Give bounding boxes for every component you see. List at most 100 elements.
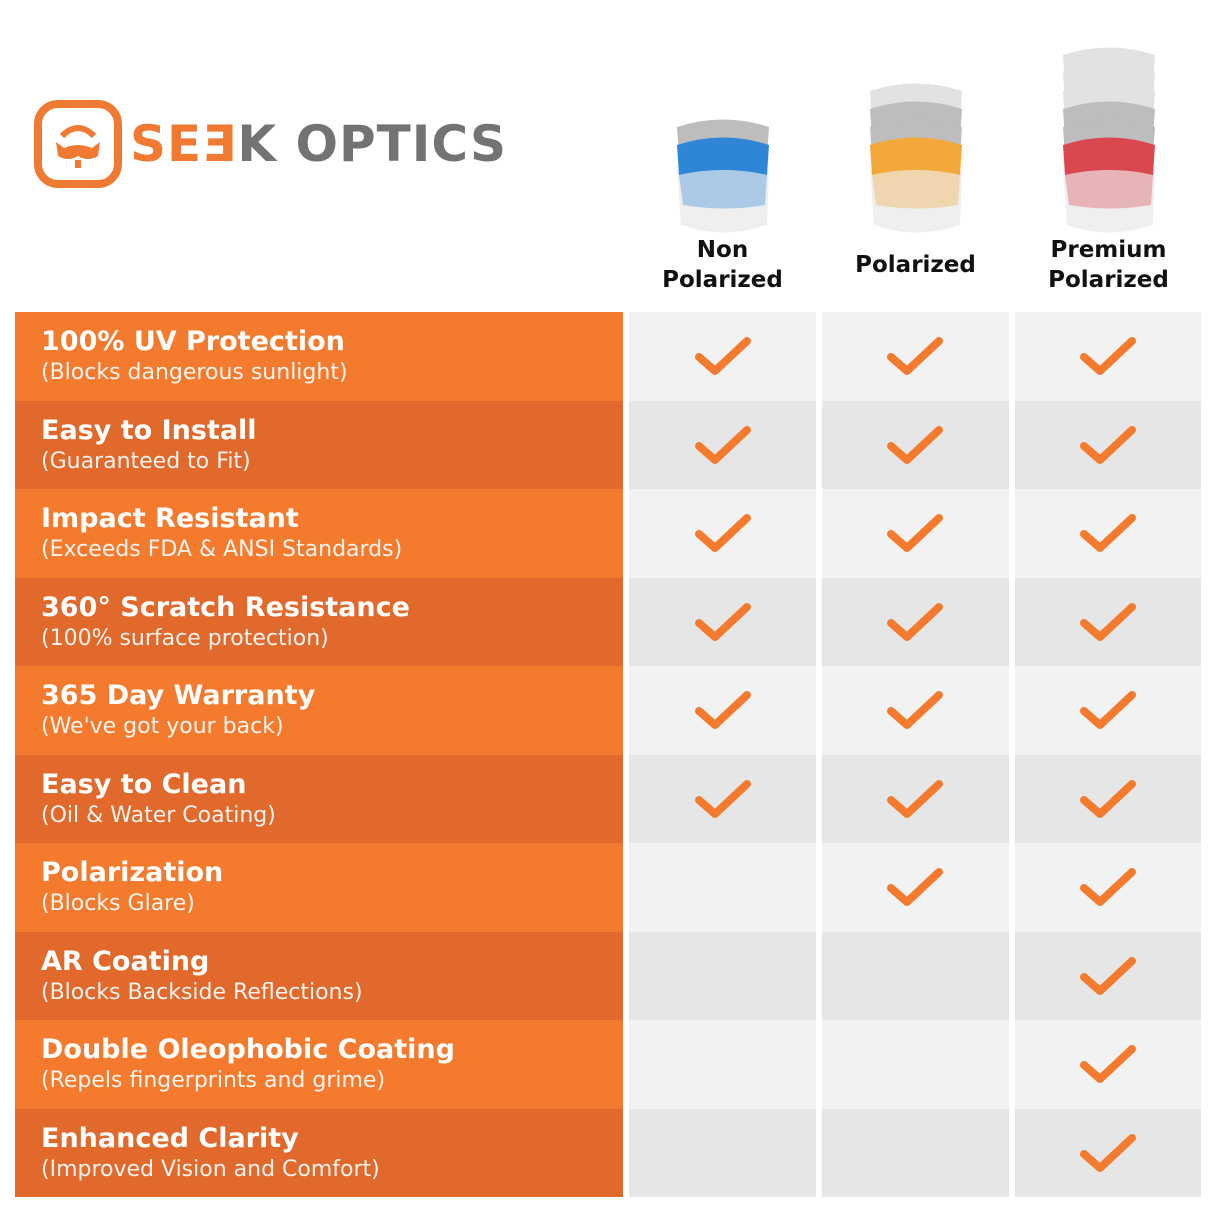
feature-row: Enhanced Clarity (Improved Vision and Com… — [15, 1108, 1202, 1197]
feature-subtitle: (Oil & Water Coating) — [41, 802, 276, 828]
feature-cell — [1014, 931, 1202, 1020]
feature-cell — [629, 577, 816, 666]
feature-label: Easy to Clean (Oil & Water Coating) — [15, 754, 624, 843]
checkmark-icon — [694, 691, 751, 730]
column-label-line2: Polarized — [1048, 267, 1169, 293]
feature-cell — [821, 931, 1009, 1020]
feature-row: Double Oleophobic Coating (Repels fingerp… — [15, 1020, 1202, 1109]
feature-title: Double Oleophobic Coating — [41, 1034, 455, 1065]
brand-name: SEEK OPTICS — [130, 115, 507, 173]
brand-name-part: E — [202, 115, 238, 173]
feature-row: AR Coating (Blocks Backside Reflections) — [15, 931, 1202, 1020]
feature-cell — [629, 489, 816, 578]
checkmark-icon — [1079, 868, 1136, 907]
feature-title: Easy to Install — [41, 414, 257, 446]
column-label-line2: Polarized — [662, 267, 783, 293]
checkmark-icon — [1079, 602, 1136, 641]
feature-cell — [821, 312, 1009, 401]
feature-cell — [629, 400, 816, 489]
feature-label: 100% UV Protection (Blocks dangerous sunl… — [15, 312, 624, 401]
feature-cell — [629, 931, 816, 1020]
feature-row: 365 Day Warranty (We've got your back) — [15, 666, 1202, 755]
checkmark-icon — [887, 425, 944, 464]
feature-title: 100% UV Protection — [41, 326, 345, 357]
feature-cell — [821, 400, 1009, 489]
feature-cell — [1014, 312, 1202, 401]
feature-title: Polarization — [41, 857, 224, 888]
feature-row: 360° Scratch Resistance (100% surface pro… — [15, 577, 1202, 666]
feature-cell — [1014, 1020, 1202, 1109]
checkmark-icon — [1079, 779, 1136, 818]
feature-title: Enhanced Clarity — [41, 1122, 299, 1154]
column-label-line1: Premium — [1050, 237, 1167, 263]
checkmark-icon — [1079, 425, 1136, 464]
brand-logo: SEEK OPTICS — [34, 100, 507, 188]
brand-name-part: K OPTICS — [237, 115, 507, 173]
feature-cell — [1014, 489, 1202, 578]
feature-cell — [629, 312, 816, 401]
feature-cell — [821, 666, 1009, 755]
feature-title: 360° Scratch Resistance — [41, 591, 410, 623]
lens-stack-icon — [869, 83, 962, 233]
checkmark-icon — [694, 337, 751, 376]
feature-subtitle: (Improved Vision and Comfort) — [41, 1156, 380, 1182]
feature-cell — [1014, 400, 1202, 489]
logo-mask-icon — [34, 100, 122, 188]
column-label-line1: Non — [696, 237, 749, 263]
feature-row: Polarization (Blocks Glare) — [15, 843, 1202, 932]
feature-label: 365 Day Warranty (We've got your back) — [15, 666, 624, 755]
column-label-line2: Polarized — [855, 252, 976, 278]
feature-label: AR Coating (Blocks Backside Reflections) — [15, 931, 624, 1020]
column-header: Polarized — [822, 0, 1009, 300]
feature-cell — [1014, 666, 1202, 755]
feature-label: Impact Resistant (Exceeds FDA & ANSI Stan… — [15, 489, 624, 578]
feature-cell — [629, 754, 816, 843]
brand-name-part: SE — [130, 115, 203, 173]
checkmark-icon — [694, 514, 751, 553]
feature-cell — [821, 1108, 1009, 1197]
checkmark-icon — [1079, 1133, 1136, 1172]
feature-row: Impact Resistant (Exceeds FDA & ANSI Stan… — [15, 489, 1202, 578]
feature-title: Impact Resistant — [41, 503, 299, 534]
checkmark-icon — [694, 779, 751, 818]
checkmark-icon — [694, 425, 751, 464]
feature-cell — [821, 843, 1009, 932]
checkmark-icon — [1079, 514, 1136, 553]
checkmark-icon — [887, 514, 944, 553]
feature-cell — [629, 1020, 816, 1109]
feature-cell — [1014, 754, 1202, 843]
feature-cell — [821, 489, 1009, 578]
feature-subtitle: (Blocks Glare) — [41, 891, 195, 916]
feature-label: Easy to Install (Guaranteed to Fit) — [15, 400, 624, 489]
feature-row: Easy to Clean (Oil & Water Coating) — [15, 754, 1202, 843]
feature-subtitle: (Guaranteed to Fit) — [41, 448, 251, 474]
feature-cell — [1014, 577, 1202, 666]
checkmark-icon — [887, 337, 944, 376]
checkmark-icon — [887, 868, 944, 907]
feature-title: 365 Day Warranty — [41, 680, 316, 711]
column-header: Premium Polarized — [1015, 0, 1202, 300]
feature-cell — [629, 666, 816, 755]
feature-cell — [1014, 843, 1202, 932]
feature-title: AR Coating — [41, 945, 210, 977]
feature-subtitle: (We've got your back) — [41, 714, 284, 739]
feature-subtitle: (Blocks dangerous sunlight) — [41, 360, 348, 385]
feature-label: Polarization (Blocks Glare) — [15, 843, 624, 932]
column-header: Non Polarized — [629, 0, 816, 300]
feature-subtitle: (Exceeds FDA & ANSI Standards) — [41, 537, 403, 562]
checkmark-icon — [1079, 1045, 1136, 1084]
feature-row: Easy to Install (Guaranteed to Fit) — [15, 400, 1202, 489]
feature-subtitle: (Repels fingerprints and grime) — [41, 1068, 386, 1093]
checkmark-icon — [1079, 956, 1136, 995]
feature-cell — [821, 754, 1009, 843]
feature-label: Double Oleophobic Coating (Repels fingerp… — [15, 1020, 624, 1109]
feature-label: Enhanced Clarity (Improved Vision and Com… — [15, 1108, 624, 1197]
feature-title: Easy to Clean — [41, 768, 247, 800]
checkmark-icon — [694, 602, 751, 641]
checkmark-icon — [887, 779, 944, 818]
feature-row: 100% UV Protection (Blocks dangerous sunl… — [15, 312, 1202, 401]
lens-stack-icon — [1062, 47, 1155, 233]
feature-subtitle: (100% surface protection) — [41, 625, 329, 651]
checkmark-icon — [887, 691, 944, 730]
checkmark-icon — [887, 602, 944, 641]
